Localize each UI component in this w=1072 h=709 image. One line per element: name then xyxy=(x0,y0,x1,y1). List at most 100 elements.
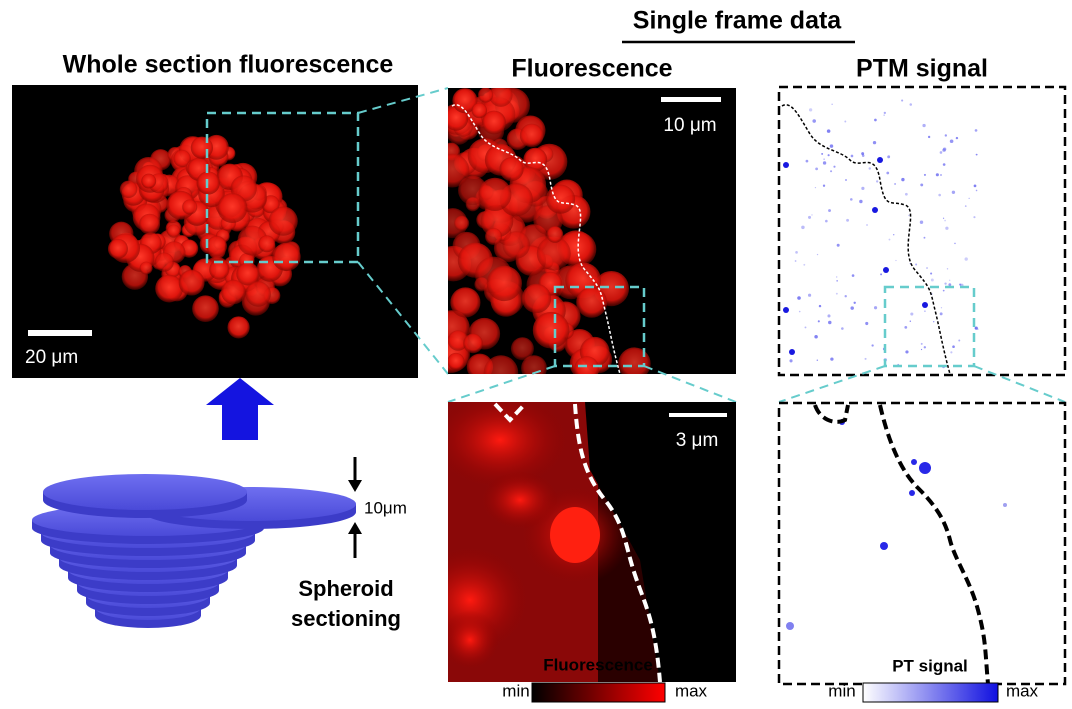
pt-spot xyxy=(905,350,908,353)
cell xyxy=(182,199,197,214)
pt-spot xyxy=(948,283,951,286)
pt-spot xyxy=(818,320,820,322)
cell xyxy=(463,334,483,354)
colorbar-title: PT signal xyxy=(892,656,968,675)
pt-spot xyxy=(931,278,934,281)
pt-spot xyxy=(795,251,798,254)
pt-spot xyxy=(831,104,832,105)
pt-spot xyxy=(817,254,818,255)
pt-spot xyxy=(827,129,831,133)
cell xyxy=(192,295,219,322)
scale-label: 3 μm xyxy=(676,430,719,451)
arrow xyxy=(348,480,362,492)
disc-top xyxy=(43,474,247,510)
thickness-label: 10μm xyxy=(364,498,407,517)
pt-spot xyxy=(876,180,878,182)
pt-spot xyxy=(965,205,967,207)
cell xyxy=(155,275,183,303)
pt-spot xyxy=(803,264,805,266)
cell xyxy=(272,243,300,271)
pt-spot xyxy=(836,293,838,295)
pt-spot xyxy=(910,321,911,322)
pt-spot xyxy=(850,198,853,201)
pt-spot xyxy=(823,161,826,164)
pt-spot xyxy=(880,273,882,275)
pt-spot xyxy=(945,227,948,230)
pt-spot xyxy=(815,187,816,188)
pt-spot xyxy=(830,357,833,360)
pt-spot xyxy=(959,284,961,286)
pt-spot xyxy=(922,302,928,308)
pt-spot xyxy=(950,351,952,353)
pt-spot xyxy=(926,267,928,269)
pt-spot xyxy=(783,307,789,313)
cell xyxy=(269,207,298,236)
pt-spot xyxy=(945,134,947,136)
scale-bar xyxy=(669,413,727,417)
cell xyxy=(521,355,547,381)
section-label: sectioning xyxy=(291,606,401,631)
pt-spot xyxy=(883,267,889,273)
cell xyxy=(155,253,174,272)
pt-spot xyxy=(889,239,891,241)
pt-spot xyxy=(874,306,877,309)
pt-spot xyxy=(783,162,789,168)
pt-spot xyxy=(830,170,832,172)
cell xyxy=(120,181,138,199)
colorbar xyxy=(532,683,665,702)
ptm-zoom-image xyxy=(779,403,1065,684)
pt-spot xyxy=(920,183,923,186)
pt-spot xyxy=(924,310,925,311)
pt-spot xyxy=(836,276,837,277)
cell xyxy=(139,214,160,235)
pt-spot xyxy=(977,329,978,330)
pt-spot xyxy=(909,103,912,106)
scale-bar xyxy=(661,97,721,102)
pt-spot xyxy=(811,214,812,215)
pt-spot xyxy=(908,215,910,217)
colorbar xyxy=(863,683,998,702)
pt-spot xyxy=(844,121,846,123)
pt-spot xyxy=(947,268,948,269)
pt-spot xyxy=(865,358,867,360)
pt-spot xyxy=(974,184,977,187)
pt-spot xyxy=(814,335,818,339)
cell xyxy=(533,312,570,349)
cell xyxy=(478,87,493,102)
pt-spot xyxy=(823,158,825,160)
cell xyxy=(547,226,564,243)
pt-spot xyxy=(819,305,821,307)
cell xyxy=(484,355,519,390)
pt-spot xyxy=(938,194,941,197)
pt-spot xyxy=(795,260,797,262)
pt-spot xyxy=(869,167,871,169)
pt-spot xyxy=(828,154,830,156)
pt-spot xyxy=(797,296,801,300)
pt-spot xyxy=(823,185,825,187)
cell xyxy=(108,239,128,259)
cell xyxy=(574,356,599,381)
pt-spot xyxy=(956,137,958,139)
pt-spot xyxy=(833,166,835,168)
pt-spot xyxy=(886,172,889,175)
pt-spot xyxy=(841,327,844,330)
cell xyxy=(191,137,213,159)
pt-spot xyxy=(861,152,864,155)
pt-spot xyxy=(901,99,903,101)
cell xyxy=(436,154,470,188)
pt-spot xyxy=(905,193,908,196)
pt-spot xyxy=(825,220,828,223)
cell xyxy=(447,353,464,370)
pt-spot xyxy=(895,260,896,261)
pt-spot xyxy=(812,119,816,123)
colorbar-min: min xyxy=(828,681,855,700)
pt-spot xyxy=(828,321,831,324)
pt-spot xyxy=(894,183,896,185)
pt-spot xyxy=(809,108,812,111)
pt-spot xyxy=(872,207,878,213)
pt-spot xyxy=(901,178,904,181)
pt-spot xyxy=(944,282,946,284)
pt-spot xyxy=(941,307,942,308)
pt-spot xyxy=(837,244,840,247)
cell xyxy=(221,280,246,305)
